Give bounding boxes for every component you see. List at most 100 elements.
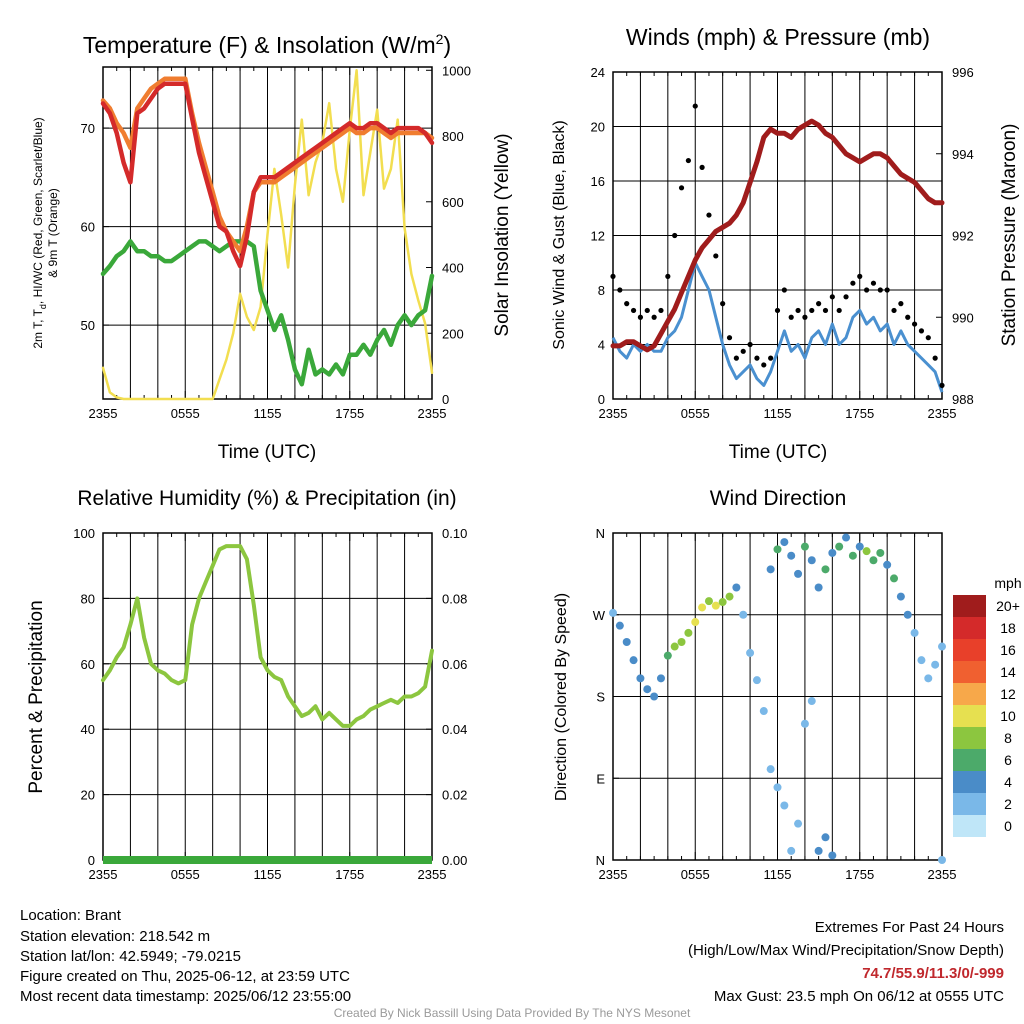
temp-y2-tick-label: 1000 [442,63,471,78]
gust-point [692,103,698,109]
temp-y2-label: Solar Insolation (Yellow) [492,133,513,336]
direction-point [883,560,892,569]
wind-y-tick-label: 8 [598,283,605,298]
direction-point [780,538,789,547]
direction-point [890,574,899,583]
extremes-title: Extremes For Past 24 Hours [814,919,1004,936]
colorbar-swatch [953,617,986,639]
colorbar-label: 16 [1000,642,1016,658]
gust-point [781,287,787,293]
direction-point [759,707,768,716]
colorbar-label: 20+ [996,598,1020,614]
colorbar-label: 14 [1000,664,1016,680]
gust-point [891,307,897,314]
colorbar-swatch [953,639,986,661]
gust-point [932,355,938,361]
direction-point [773,783,782,792]
colorbar-swatch [953,683,986,705]
direction-point [938,856,946,864]
direction-point [855,542,864,551]
temp-y-tick-label: 70 [81,121,95,136]
rh-y2-tick-label: 0.00 [442,853,467,868]
rh-series-line [101,544,434,728]
gust-point [788,314,794,320]
direction-point [931,660,940,669]
direction-point [800,719,809,728]
colorbar-label: 0 [1004,818,1012,834]
gust-point [870,280,877,286]
direction-point [746,648,755,657]
wind-y2-tick-label: 992 [952,229,974,244]
direction-point [670,642,679,651]
direction-point [663,651,672,660]
direction-point [787,551,796,560]
temp-series-line [100,76,435,254]
elevation-text: Station elevation: 218.542 m [20,928,211,945]
rh-y2-tick-label: 0.04 [442,722,467,737]
direction-point [821,833,830,842]
direction-point [629,656,638,665]
colorbar-label: 10 [1000,708,1016,724]
temp-y2-tick-label: 800 [442,129,464,144]
gust-point [939,382,945,388]
dir-y-tick-label: N [596,526,605,541]
gust-point [685,157,691,164]
gust-point [706,212,712,218]
dir-y-label: Direction (Colored By Speed) [553,593,570,801]
temp-x-tick-label: 2355 [418,406,447,421]
wind-y-tick-label: 0 [598,392,605,407]
max-gust-text: Max Gust: 23.5 mph On 06/12 at 0555 UTC [713,988,1004,1005]
dir-x-tick-label: 0555 [681,867,710,882]
direction-point [691,618,700,627]
colorbar-label: 2 [1004,796,1012,812]
temp-y-tick-label: 60 [81,220,95,235]
direction-point [609,608,617,617]
direction-point [656,674,665,683]
direction-point [615,621,624,630]
gust-point [617,287,623,293]
direction-point [677,638,686,646]
extremes-subtitle: (High/Low/Max Wind/Precipitation/Snow De… [688,942,1004,959]
colorbar-swatch [953,815,986,837]
rh-x-tick-label: 2355 [89,867,118,882]
wind-y-tick-label: 12 [591,229,605,244]
wind-x-tick-label: 2355 [928,406,957,421]
dir-title: Wind Direction [710,487,847,510]
gust-point [918,328,925,334]
temp-title: Temperature (F) & Insolation (W/m2) [83,31,451,58]
direction-point [752,676,761,685]
temp-series-line [101,69,434,401]
rh-y-tick-label: 100 [73,526,95,541]
gust-point [829,294,835,300]
direction-point [821,565,830,574]
direction-point [794,569,803,578]
colorbar-swatch [953,771,986,793]
gust-point [864,287,870,293]
gust-point [877,287,883,293]
gust-point [740,348,746,354]
rh-y2-tick-label: 0.08 [442,591,467,606]
colorbar-swatch [953,661,986,683]
direction-point [938,642,946,651]
colorbar-label: 8 [1004,730,1012,746]
temp-y2-tick-label: 200 [442,326,464,341]
direction-point [650,692,659,701]
rh-x-tick-label: 2355 [418,867,447,882]
direction-point [739,610,748,619]
dir-x-tick-label: 1755 [845,867,874,882]
wind-title: Winds (mph) & Pressure (mb) [626,24,930,50]
direction-point [848,551,857,560]
gust-point [699,164,705,170]
direction-point [807,697,816,706]
created-text: Figure created on Thu, 2025-06-12, at 23… [20,968,350,985]
gust-point [816,301,822,307]
direction-point [876,548,885,557]
rh-y2-tick-label: 0.06 [442,657,467,672]
rh-y-tick-label: 80 [81,591,95,606]
dir-x-tick-label: 2355 [599,867,628,882]
direction-point [711,601,720,610]
direction-point [807,556,816,565]
temp-series-line [100,81,435,269]
gust-point [637,314,644,320]
temp-y2-tick-label: 400 [442,261,464,276]
